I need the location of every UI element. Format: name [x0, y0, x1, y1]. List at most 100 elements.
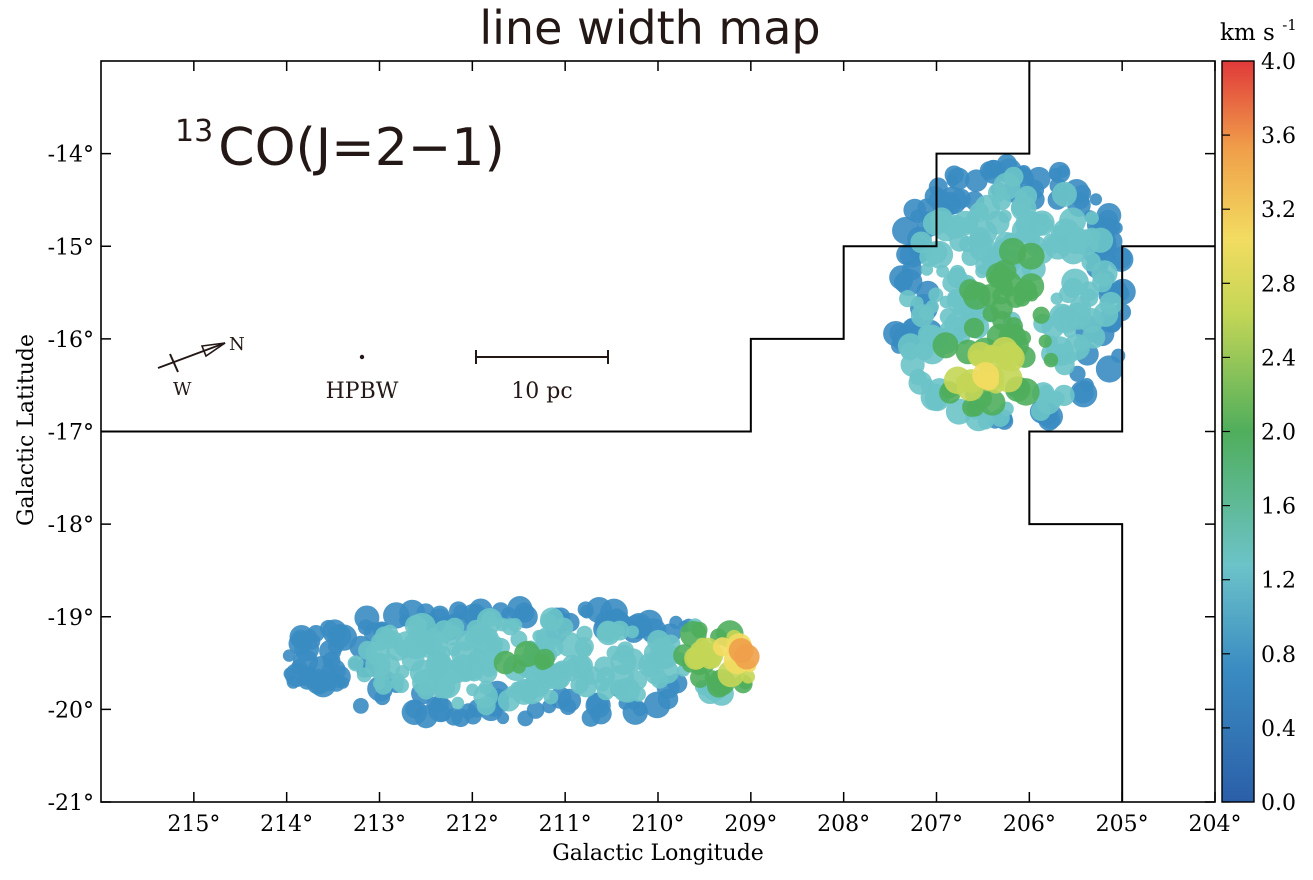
heatmap-pixel — [1013, 289, 1031, 307]
y-tick-label: -16° — [48, 328, 94, 353]
heatmap-pixel — [896, 243, 918, 266]
heatmap-pixel — [1049, 303, 1075, 330]
heatmap-pixel — [985, 262, 1012, 289]
heatmap-pixel — [1038, 334, 1052, 348]
colorbar-tick-label: 3.6 — [1261, 124, 1296, 149]
y-tick-label: -20° — [48, 698, 94, 723]
colorbar-tick-label: 4.0 — [1261, 50, 1296, 75]
heatmap-pixel — [1053, 384, 1075, 407]
x-tick-label: 210° — [632, 812, 685, 837]
colorbar-tick-label: 2.8 — [1261, 272, 1296, 297]
heatmap-emission — [282, 153, 1136, 729]
heatmap-pixel — [1072, 192, 1090, 209]
heatmap-pixel — [357, 619, 374, 635]
colorbar-tick-label: 0.4 — [1261, 717, 1296, 742]
heatmap-pixel — [1017, 242, 1045, 270]
heatmap-pixel — [451, 696, 465, 710]
heatmap-pixel — [979, 370, 999, 391]
heatmap-pixel — [431, 694, 449, 713]
heatmap-pixel — [365, 641, 391, 666]
heatmap-pixel — [401, 648, 425, 672]
colorbar-unit: km s -1 — [1220, 16, 1297, 46]
colorbar-tick-label: 1.6 — [1261, 495, 1296, 520]
heatmap-pixel — [1099, 291, 1123, 315]
heatmap-pixel — [992, 286, 1011, 305]
x-tick-label: 213° — [353, 812, 406, 837]
colorbar-tick-label: 2.4 — [1261, 346, 1296, 371]
heatmap-pixel — [468, 647, 488, 667]
x-tick-label: 212° — [446, 812, 499, 837]
heatmap-pixel — [1049, 167, 1062, 181]
beam-label: HPBW — [326, 379, 399, 404]
heatmap-pixel — [575, 641, 593, 659]
heatmap-pixel — [1092, 272, 1113, 293]
heatmap-pixel — [1085, 211, 1099, 225]
molecule-label: 13 CO(J=2−1) — [175, 114, 505, 178]
heatmap-pixel — [493, 650, 518, 675]
x-tick-label: 205° — [1096, 812, 1149, 837]
heatmap-pixel — [475, 661, 498, 684]
x-tick-label: 207° — [910, 812, 963, 837]
y-tick-label: -21° — [48, 791, 94, 816]
heatmap-pixel — [932, 332, 959, 359]
heatmap-pixel — [548, 663, 564, 679]
y-axis-label: Galactic Latitude — [14, 334, 39, 526]
heatmap-pixel — [919, 246, 940, 267]
heatmap-pixel — [543, 689, 559, 705]
heatmap-pixel — [1003, 166, 1024, 187]
beam-dot — [359, 354, 365, 360]
heatmap-pixel — [995, 342, 1023, 369]
heatmap-pixel — [1044, 233, 1072, 260]
heatmap-pixel — [946, 167, 970, 191]
heatmap-pixel — [478, 680, 494, 695]
heatmap-pixel — [621, 648, 645, 672]
heatmap-pixel — [1032, 306, 1050, 324]
heatmap-pixel — [416, 635, 435, 655]
heatmap-pixel — [920, 263, 934, 276]
colorbar-ticks: 0.0 0.4 0.8 1.2 1.6 2.0 2.4 2.8 3.2 3.6 4.0 — [1222, 50, 1296, 816]
heatmap-pixel — [1043, 352, 1059, 368]
x-tick-label: 211° — [539, 812, 592, 837]
x-tick-label: 204° — [1189, 812, 1242, 837]
chart-title: line width map — [479, 1, 820, 55]
heatmap-pixel — [1014, 189, 1028, 203]
heatmap-pixel — [322, 651, 341, 670]
heatmap-pixel — [501, 618, 519, 636]
heatmap-pixel — [373, 670, 386, 683]
heatmap-pixel — [1079, 288, 1099, 307]
colorbar-tick-label: 0.0 — [1261, 791, 1296, 816]
colorbar-unit-main: km s — [1220, 20, 1275, 46]
heatmap-pixel — [963, 317, 985, 339]
heatmap-pixel — [393, 677, 409, 694]
colorbar-tick-label: 2.0 — [1261, 421, 1296, 446]
heatmap-pixel — [466, 683, 479, 697]
x-axis-label: Galactic Longitude — [552, 841, 764, 866]
heatmap-pixel — [975, 264, 989, 279]
heatmap-pixel — [900, 342, 919, 361]
y-tick-label: -18° — [48, 513, 94, 538]
heatmap-pixel — [606, 645, 622, 661]
heatmap-pixel — [987, 183, 1008, 203]
heatmap-pixel — [734, 644, 760, 670]
heatmap-pixel — [1111, 348, 1126, 363]
scale-bar — [475, 350, 609, 364]
heatmap-pixel — [1030, 401, 1051, 421]
heatmap-pixel — [967, 341, 994, 368]
heatmap-pixel — [925, 299, 939, 314]
x-tick-label: 209° — [724, 812, 777, 837]
heatmap-pixel — [427, 627, 440, 641]
x-tick-label: 208° — [817, 812, 870, 837]
heatmap-pixel — [936, 264, 950, 278]
heatmap-pixel — [982, 305, 1000, 322]
molecule-isotope-superscript: 13 — [175, 114, 213, 149]
heatmap-pixel — [310, 671, 337, 698]
colorbar-tick-label: 0.8 — [1261, 643, 1296, 668]
y-axis-ticks: -14° -15° -16° -17° -18° -19° -20° -21° — [48, 143, 1215, 816]
heatmap-pixel — [560, 660, 581, 682]
heatmap-pixel — [609, 620, 630, 641]
heatmap-pixel — [574, 675, 598, 698]
y-tick-label: -19° — [48, 606, 94, 631]
compass-west-label: W — [173, 379, 192, 400]
heatmap-pixel — [608, 664, 635, 691]
heatmap-pixel — [1051, 181, 1077, 207]
